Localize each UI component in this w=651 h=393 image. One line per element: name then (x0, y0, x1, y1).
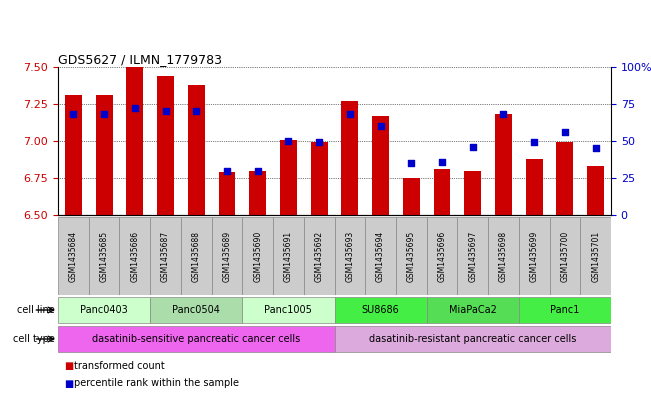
Text: GSM1435687: GSM1435687 (161, 230, 170, 281)
Point (222, 167, 232, 174)
Point (529, 140, 540, 146)
Text: GSM1435691: GSM1435691 (284, 230, 293, 281)
Text: Panc1: Panc1 (550, 305, 579, 315)
Text: GSM1435693: GSM1435693 (346, 230, 354, 282)
Text: ■: ■ (64, 378, 74, 389)
Bar (335, 325, 611, 353)
Bar (372, 116, 389, 215)
Bar (587, 166, 604, 215)
Text: dasatinib-resistant pancreatic cancer cells: dasatinib-resistant pancreatic cancer ce… (369, 334, 576, 344)
Bar (519, 217, 549, 295)
Bar (249, 171, 266, 215)
Text: GSM1435698: GSM1435698 (499, 230, 508, 281)
Text: GSM1435695: GSM1435695 (407, 230, 416, 282)
Bar (157, 76, 174, 215)
Point (437, 159, 447, 165)
Text: GSM1435699: GSM1435699 (530, 230, 538, 282)
Bar (557, 143, 574, 215)
Bar (126, 67, 143, 215)
Bar (526, 159, 543, 215)
Bar (219, 172, 236, 215)
Text: SU8686: SU8686 (362, 305, 400, 315)
Bar (150, 297, 242, 323)
Point (253, 167, 263, 174)
Point (99, 111, 109, 118)
Bar (89, 217, 119, 295)
Point (160, 108, 171, 114)
Text: GSM1435696: GSM1435696 (437, 230, 447, 282)
Bar (426, 297, 519, 323)
Text: GSM1435697: GSM1435697 (468, 230, 477, 282)
Bar (181, 217, 212, 295)
Bar (341, 101, 358, 215)
Text: GSM1435694: GSM1435694 (376, 230, 385, 282)
Bar (549, 217, 580, 295)
Bar (335, 217, 365, 295)
Text: GSM1435684: GSM1435684 (69, 230, 78, 281)
Text: GSM1435701: GSM1435701 (591, 230, 600, 281)
Bar (212, 217, 242, 295)
Text: ■: ■ (64, 362, 74, 371)
Bar (58, 325, 335, 353)
Text: cell line: cell line (17, 305, 55, 315)
Text: Panc0403: Panc0403 (80, 305, 128, 315)
Point (344, 111, 355, 118)
Point (283, 138, 294, 144)
Text: Panc1005: Panc1005 (264, 305, 312, 315)
Point (130, 105, 140, 112)
Bar (96, 95, 113, 215)
Point (406, 160, 417, 166)
Bar (365, 217, 396, 295)
Bar (580, 217, 611, 295)
Point (314, 140, 324, 146)
Text: GDS5627 / ILMN_1779783: GDS5627 / ILMN_1779783 (58, 53, 222, 66)
Bar (187, 85, 204, 215)
Point (560, 129, 570, 135)
Bar (242, 217, 273, 295)
Bar (58, 217, 89, 295)
Bar (304, 217, 335, 295)
Text: transformed count: transformed count (74, 362, 165, 371)
Text: percentile rank within the sample: percentile rank within the sample (74, 378, 240, 389)
Text: GSM1435700: GSM1435700 (561, 230, 570, 282)
Bar (458, 217, 488, 295)
Bar (396, 217, 426, 295)
Point (376, 123, 386, 129)
Bar (434, 169, 450, 215)
Text: GSM1435690: GSM1435690 (253, 230, 262, 282)
Bar (519, 297, 611, 323)
Bar (273, 217, 304, 295)
Bar (403, 178, 420, 215)
Bar (65, 95, 82, 215)
Bar (464, 171, 481, 215)
Text: dasatinib-sensitive pancreatic cancer cells: dasatinib-sensitive pancreatic cancer ce… (92, 334, 300, 344)
Text: Panc0504: Panc0504 (173, 305, 220, 315)
Bar (242, 297, 335, 323)
Point (590, 145, 601, 152)
Text: MiaPaCa2: MiaPaCa2 (449, 305, 497, 315)
Point (191, 108, 201, 114)
Point (467, 144, 478, 150)
Bar (58, 297, 150, 323)
Bar (495, 114, 512, 215)
Text: GSM1435685: GSM1435685 (100, 230, 109, 281)
Text: cell type: cell type (13, 334, 55, 344)
Text: GSM1435689: GSM1435689 (223, 230, 232, 281)
Point (498, 111, 508, 118)
Bar (311, 143, 327, 215)
Bar (335, 297, 426, 323)
Text: GSM1435692: GSM1435692 (314, 230, 324, 281)
Bar (280, 140, 297, 215)
Bar (426, 217, 458, 295)
Text: GSM1435686: GSM1435686 (130, 230, 139, 281)
Point (68, 111, 79, 118)
Text: GSM1435688: GSM1435688 (192, 231, 201, 281)
Bar (119, 217, 150, 295)
Bar (488, 217, 519, 295)
Bar (150, 217, 181, 295)
